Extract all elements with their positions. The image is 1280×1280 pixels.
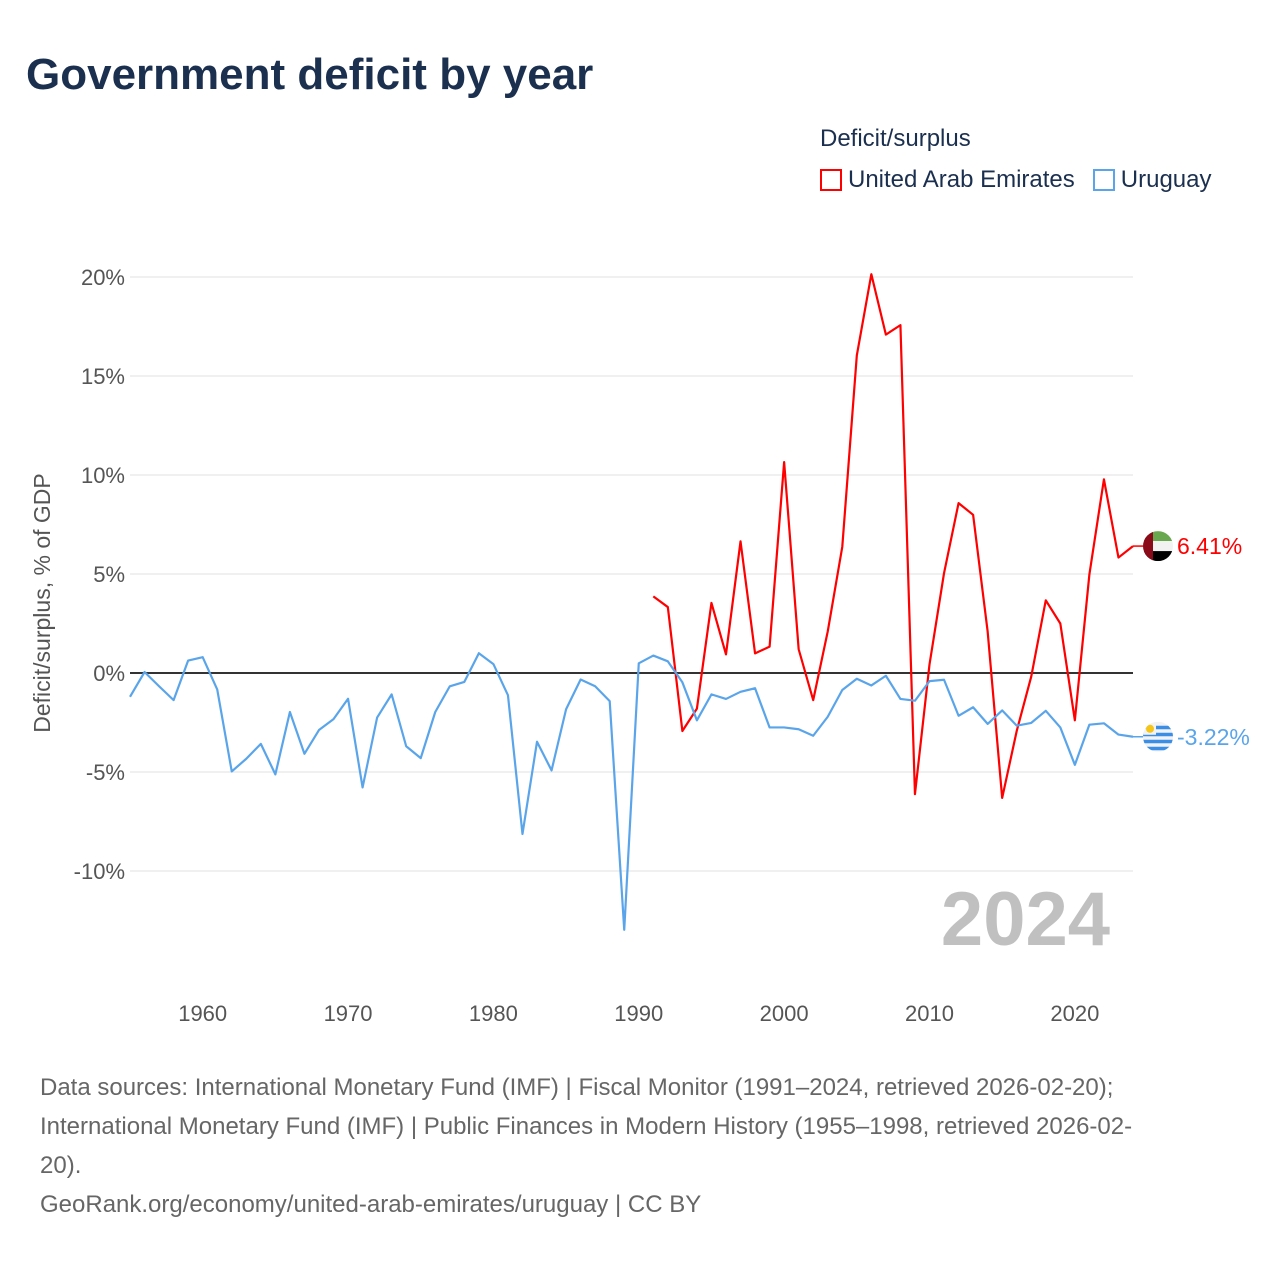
x-tick-label: 1990 — [614, 1001, 663, 1026]
x-tick-label: 1980 — [469, 1001, 518, 1026]
flag-stripe — [1143, 531, 1153, 562]
flag-sun — [1146, 724, 1154, 733]
series-line-uae — [652, 273, 1134, 800]
y-tick-label: -10% — [74, 859, 125, 884]
legend-item-uruguay[interactable]: Uruguay — [1092, 166, 1212, 194]
end-value-label: -3.22% — [1177, 724, 1250, 750]
plot-area: -10% -5% 0% 5% 10% 15% 20% 1960 1970 1980 1990 2000… — [29, 265, 1250, 1026]
x-tick-label: 2000 — [760, 1001, 809, 1026]
flag-body — [1143, 721, 1173, 752]
x-tick-label: 2020 — [1050, 1001, 1099, 1026]
uae-flag-icon — [1143, 531, 1173, 562]
x-tick-label: 1970 — [324, 1001, 373, 1026]
legend-title: Deficit/surplus — [820, 125, 971, 152]
flag-body — [1143, 531, 1173, 562]
x-tick-label: 2010 — [905, 1001, 954, 1026]
y-tick-label: 15% — [81, 364, 125, 389]
y-tick-label: 5% — [93, 562, 125, 587]
uruguay-flag-icon — [1143, 721, 1173, 752]
flag-stripe — [1143, 541, 1173, 552]
flag-stripe — [1143, 746, 1173, 751]
y-tick-label: 0% — [93, 661, 125, 686]
year-watermark: 2024 — [941, 877, 1110, 962]
source-link[interactable]: GeoRank.org/economy/united-arab-emirates… — [40, 1191, 702, 1218]
legend-label-uae: United Arab Emirates — [848, 166, 1075, 193]
end-value-label: 6.41% — [1177, 533, 1242, 559]
series-line-uruguay — [129, 652, 1134, 931]
legend-swatch-uruguay — [1092, 169, 1115, 191]
sources: Data sources: International Monetary Fun… — [40, 1068, 1240, 1224]
flag-stripe — [1143, 739, 1173, 744]
y-tick-label: 10% — [81, 463, 125, 488]
legend: United Arab Emirates Uruguay — [820, 166, 1212, 194]
flag-stripe — [1143, 732, 1173, 737]
flag-stripe — [1143, 551, 1173, 562]
source-line: Data sources: International Monetary Fun… — [40, 1074, 1114, 1101]
page-title: Government deficit by year — [26, 50, 594, 99]
source-line: International Monetary Fund (IMF) | Publ… — [40, 1113, 1133, 1140]
legend-swatch-uae — [820, 169, 842, 191]
legend-label-uruguay: Uruguay — [1120, 166, 1212, 193]
legend-item-uae[interactable]: United Arab Emirates — [820, 166, 1075, 194]
x-tick-label: 1960 — [178, 1001, 227, 1026]
source-line: 20). — [40, 1152, 82, 1179]
flag-stripe — [1143, 725, 1173, 730]
y-axis-label: Deficit/surplus, % of GDP — [29, 473, 55, 732]
y-tick-label: 20% — [81, 265, 125, 290]
y-tick-label: -5% — [86, 760, 125, 785]
flag-stripe — [1143, 531, 1173, 542]
